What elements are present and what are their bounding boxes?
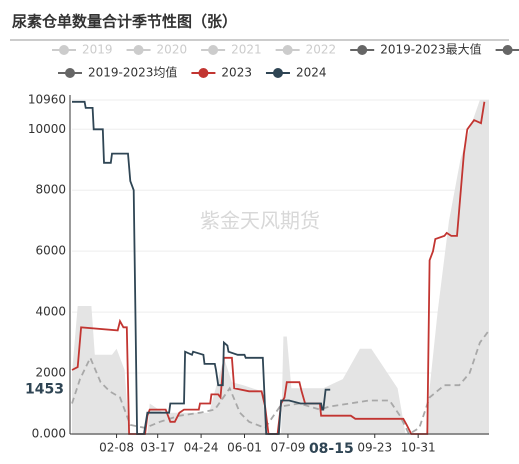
chart-title: 尿素仓单数量合计季节性图（张）	[12, 13, 237, 31]
legend-label: 2019-2023最大值	[380, 42, 481, 57]
line	[71, 101, 486, 435]
legend-marker	[357, 45, 368, 55]
x-tick-label: 10-31	[401, 441, 436, 455]
x-tick-label: 04-24	[184, 441, 219, 455]
legend-marker	[282, 45, 293, 55]
legend-marker	[198, 68, 209, 78]
line	[72, 100, 331, 435]
legend-label: 2022	[306, 43, 337, 57]
legend-marker	[208, 45, 219, 55]
legend-marker	[133, 45, 144, 55]
area	[72, 100, 489, 434]
crosshair-y-label: 1453	[25, 382, 64, 398]
legend-label: 2019-2023均值	[88, 65, 177, 80]
legend-label: 2019	[82, 43, 113, 57]
legend-marker	[272, 68, 283, 78]
y-tick-label: 4000	[35, 305, 66, 319]
legend-label: 2024	[296, 66, 327, 80]
y-tick-label: 2000	[35, 366, 66, 380]
crosshair-y-box	[24, 378, 68, 401]
crosshair-x-label: 08-15	[309, 441, 354, 457]
legend-label: 2023	[221, 66, 252, 80]
y-tick-label: 0.000	[32, 427, 66, 441]
legend-label: 2021	[231, 43, 262, 57]
x-tick-label: 03-17	[140, 441, 175, 455]
x-tick-label: 06-01	[227, 441, 262, 455]
legend-marker	[502, 45, 513, 55]
y-tick-label: 8000	[35, 183, 66, 197]
y-tick-label: 10000	[28, 122, 66, 136]
legend-marker	[65, 68, 75, 78]
legend-label: 2020	[157, 43, 188, 57]
x-tick-label: 07-09	[270, 441, 305, 455]
crosshair-x-box	[305, 438, 358, 460]
legend-marker	[59, 45, 69, 55]
y-tick-label: 10960	[28, 93, 66, 107]
x-tick-label: 02-08	[99, 441, 134, 455]
y-tick-label: 6000	[35, 244, 66, 258]
x-tick-label: 09-23	[357, 441, 392, 455]
watermark: 紫金天风期货	[200, 209, 320, 233]
